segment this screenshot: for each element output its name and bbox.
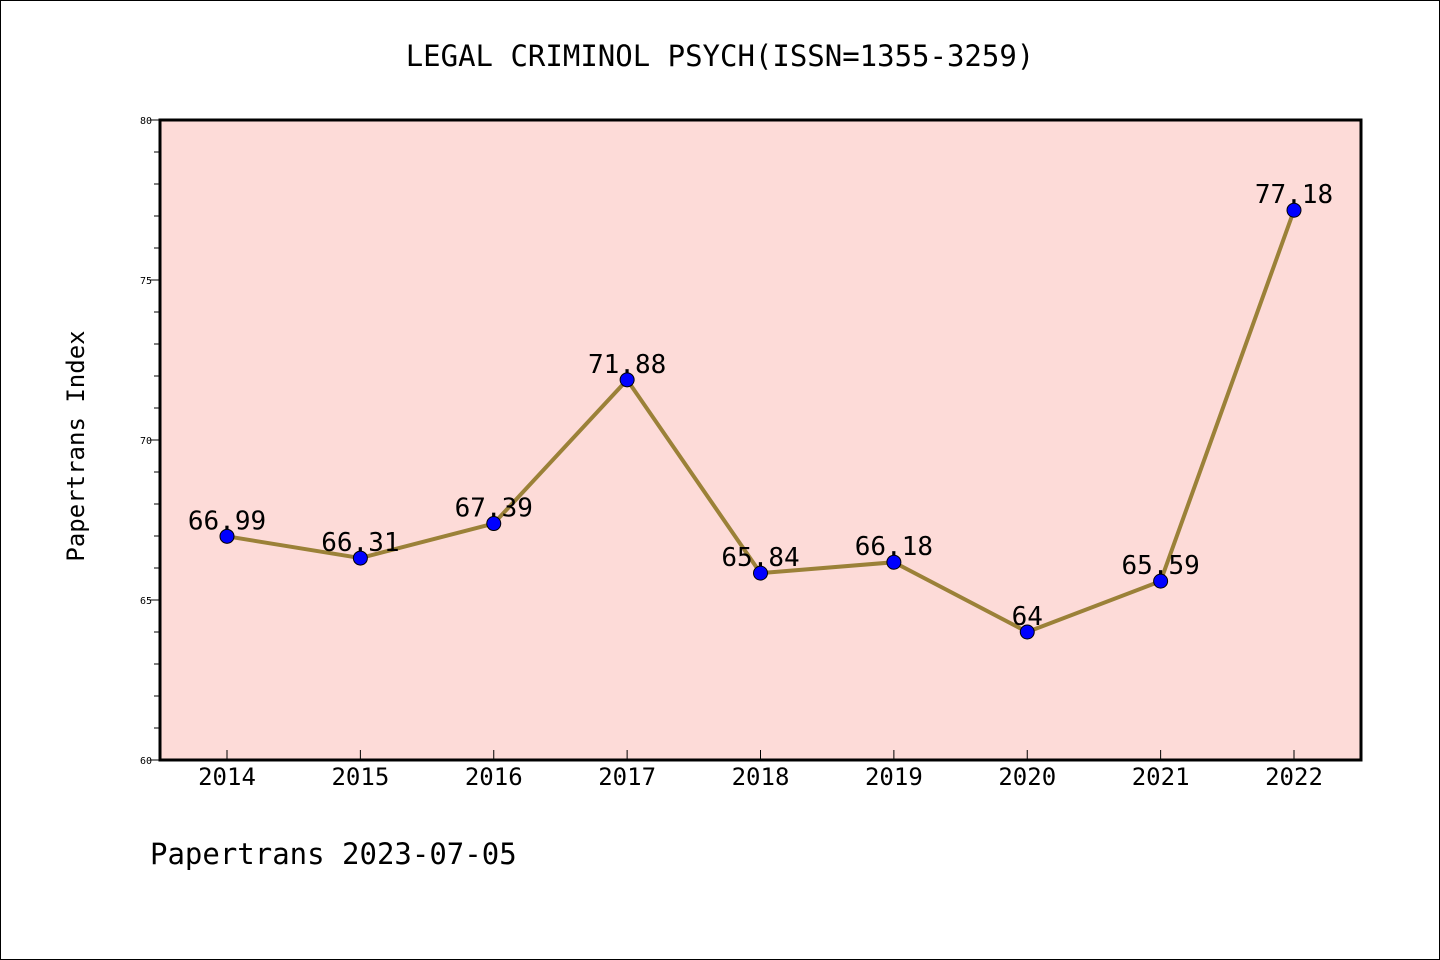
series-markers <box>219 202 1302 640</box>
plot-area <box>158 118 1363 762</box>
data-point-2015 <box>352 550 368 566</box>
data-label-2022: 77.18 <box>1255 180 1333 210</box>
data-point-2020 <box>1019 624 1035 640</box>
y-axis-label: Papertrans Index <box>62 330 90 561</box>
y-tick-label: 75 <box>140 276 152 287</box>
data-label-2017: 71.88 <box>588 350 666 380</box>
data-label-2015: 66.31 <box>321 528 399 558</box>
data-point-2022 <box>1286 202 1302 218</box>
data-point-2016 <box>486 516 502 532</box>
y-tick-label: 65 <box>140 596 152 607</box>
x-tick-label: 2015 <box>331 763 389 791</box>
x-tick-label: 2016 <box>465 763 523 791</box>
data-label-2021: 65.59 <box>1121 551 1199 581</box>
x-tick-label: 2019 <box>865 763 923 791</box>
data-point-2014 <box>219 528 235 544</box>
x-tick-label: 2014 <box>198 763 256 791</box>
x-axis-ticks: 2014 2015 2016 2017 2018 2019 2020 2021 2022 <box>198 750 1323 791</box>
data-point-2017 <box>619 372 635 388</box>
y-tick-label: 80 <box>140 116 152 127</box>
chart-title: LEGAL CRIMINOL PSYCH(ISSN=1355-3259) <box>406 39 1035 73</box>
data-point-2018 <box>753 565 768 581</box>
data-label-2018: 65.84 <box>721 543 799 573</box>
data-label-2020: 64 <box>1012 602 1043 632</box>
data-point-2021 <box>1153 573 1169 589</box>
data-label-2014: 66.99 <box>188 506 266 536</box>
data-point-2019 <box>886 554 902 570</box>
x-tick-label: 2022 <box>1265 763 1323 791</box>
data-label-2016: 67.39 <box>455 494 533 524</box>
data-labels: 66.99 66.31 67.39 71.88 65.84 66.18 64 65.59 77.… <box>188 180 1333 632</box>
y-tick-label: 60 <box>140 756 152 767</box>
x-tick-label: 2021 <box>1132 763 1190 791</box>
data-label-2019: 66.18 <box>855 532 933 562</box>
footer-text: Papertrans 2023-07-05 <box>150 837 517 871</box>
x-tick-label: 2018 <box>732 763 790 791</box>
y-tick-label: 70 <box>140 436 152 447</box>
x-tick-label: 2020 <box>998 763 1056 791</box>
x-tick-label: 2017 <box>598 763 656 791</box>
y-axis-ticks: 60 65 70 75 80 <box>140 116 160 767</box>
